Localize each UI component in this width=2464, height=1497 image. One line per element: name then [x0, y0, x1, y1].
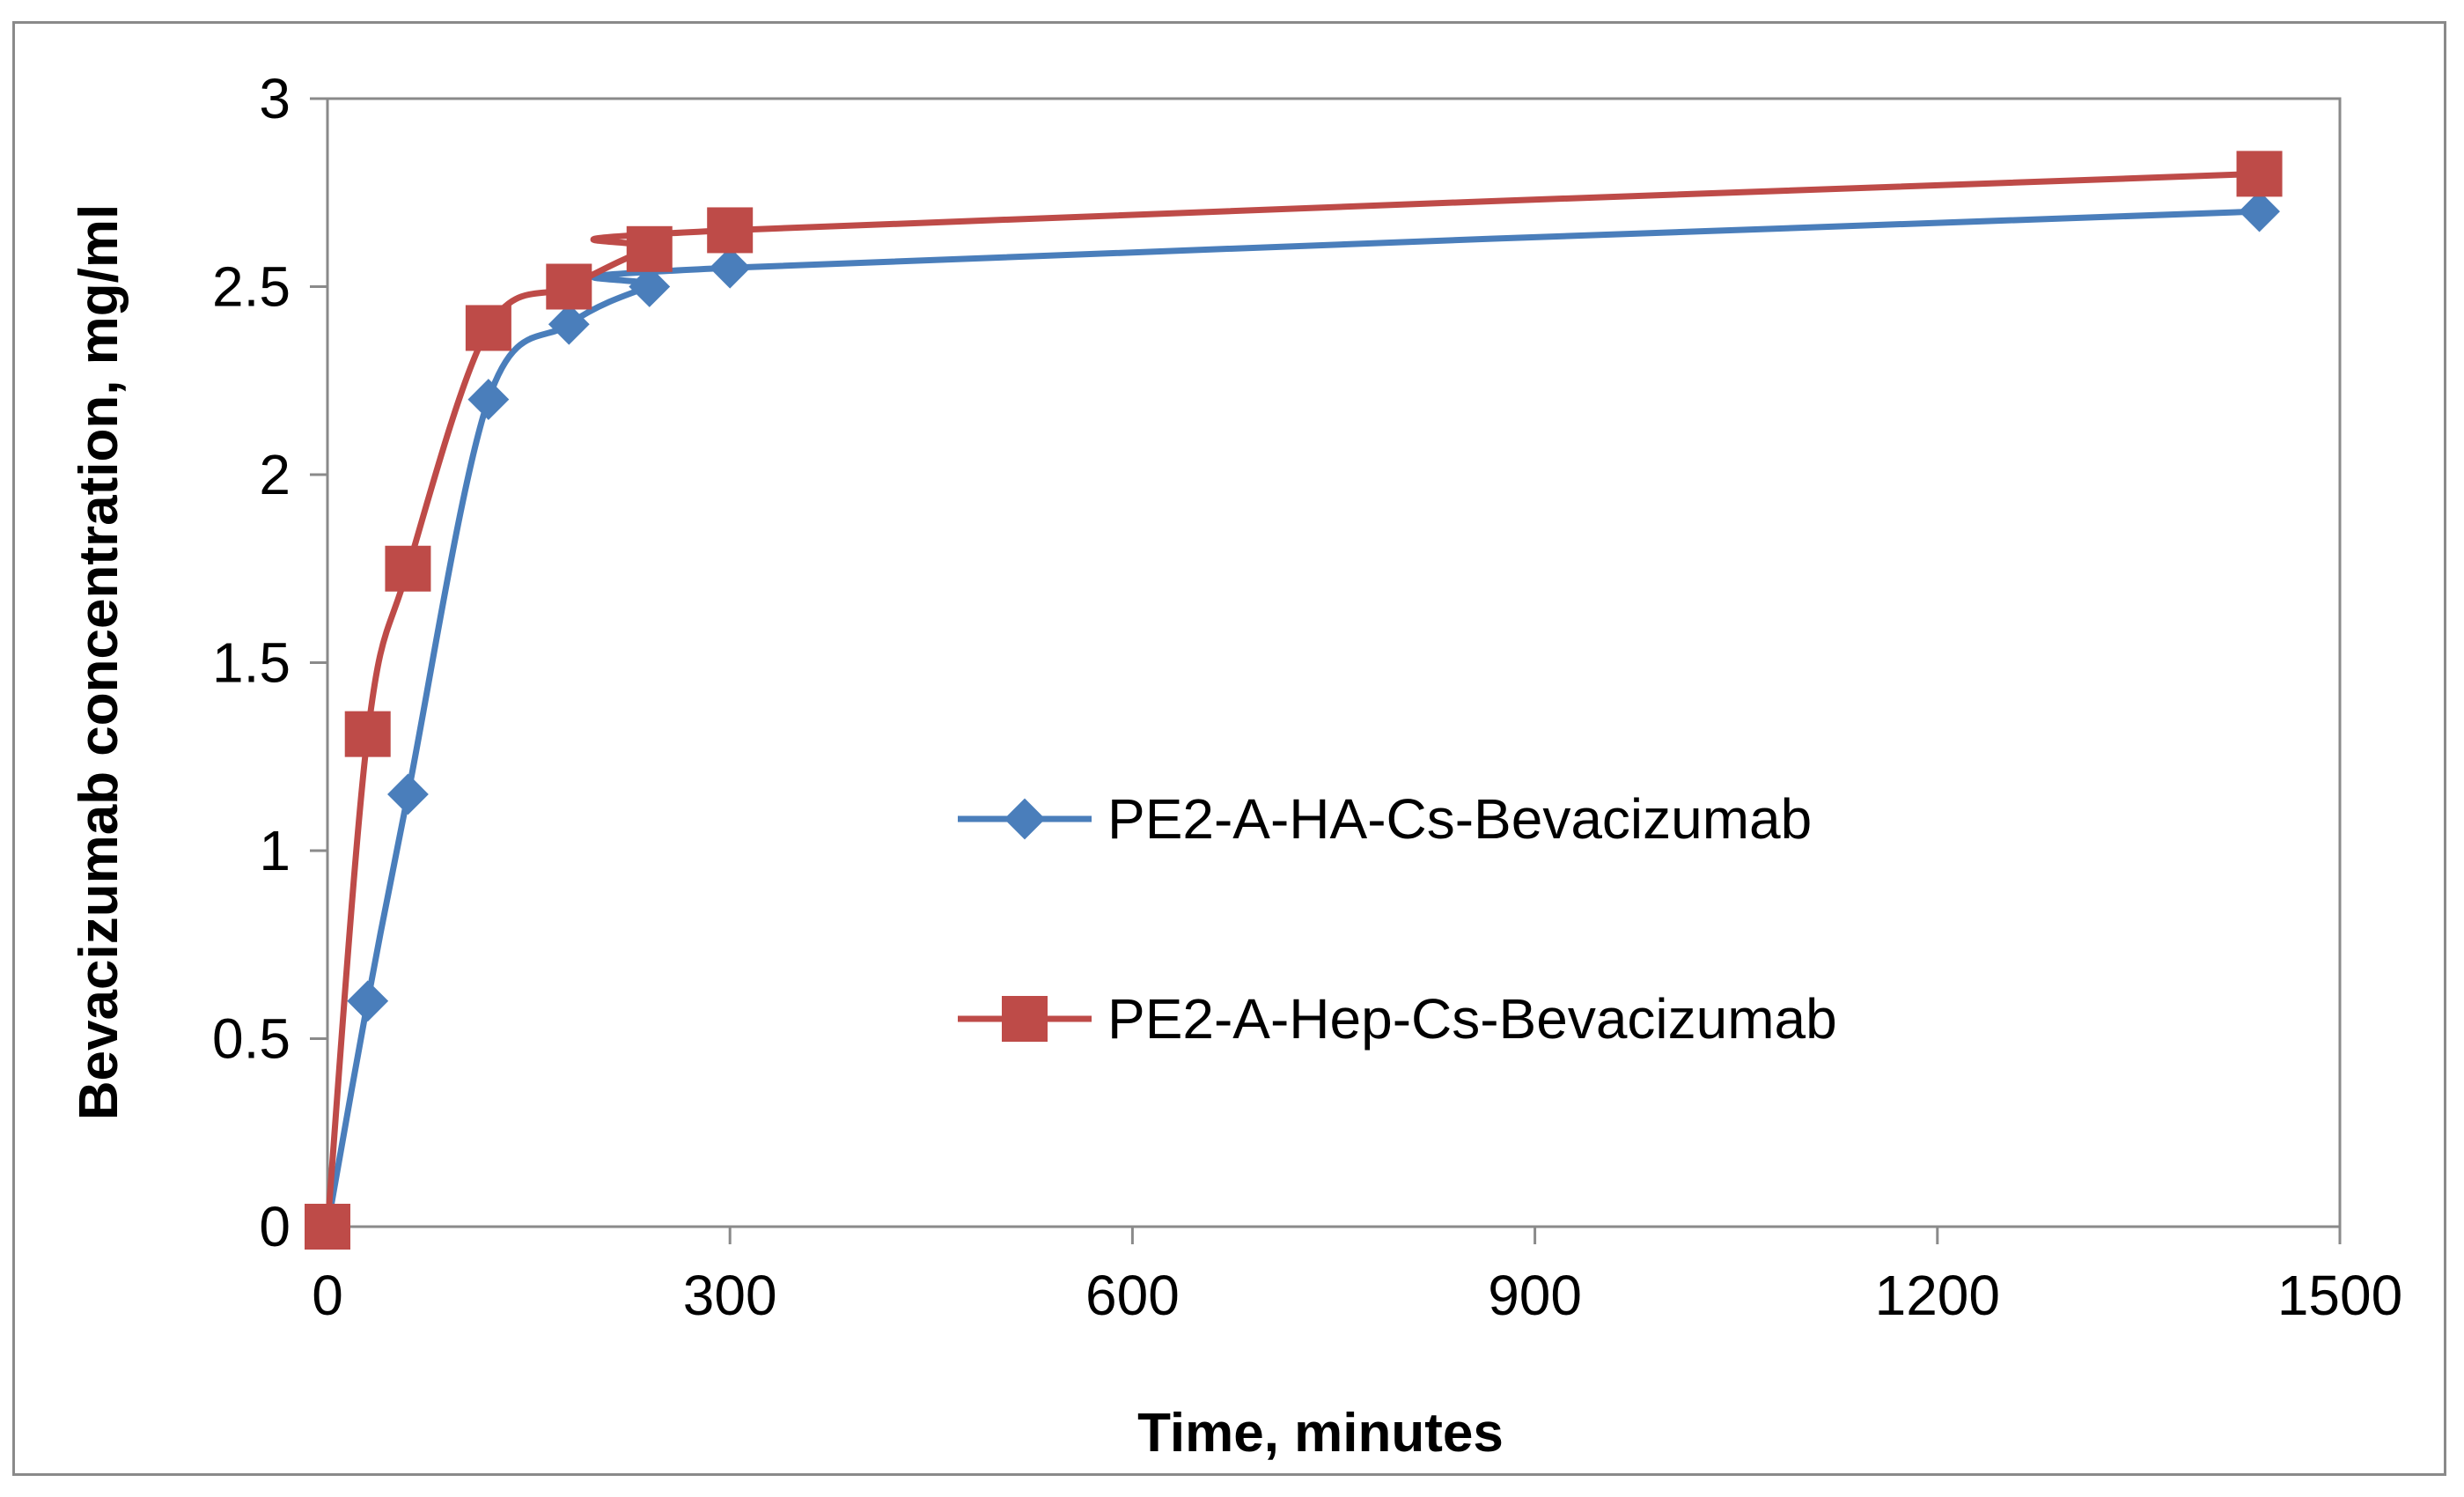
data-point [465, 305, 511, 351]
series-layer [305, 151, 2283, 1250]
legend-label: PE2-A-HA-Cs-Bevacizumab [1107, 787, 1812, 851]
axes-layer: 0 0.5 1 1.5 2 2.5 3 0 300 600 900 1200 1500 [212, 67, 2402, 1327]
legend-label: PE2-A-Hep-Cs-Bevacizumab [1107, 987, 1837, 1051]
legend-swatch-marker [1002, 996, 1048, 1042]
legend-swatch-marker [1004, 798, 1046, 840]
x-axis-title: Time, minutes [1137, 1403, 1504, 1464]
data-point [385, 545, 431, 592]
data-point [707, 207, 754, 254]
data-point [548, 303, 590, 345]
series-ha [306, 190, 2280, 1248]
data-point [2239, 190, 2280, 232]
y-tick-label: 1 [259, 819, 291, 882]
x-tick-label: 900 [1488, 1264, 1582, 1327]
x-tick-label: 0 [312, 1264, 343, 1327]
data-point [626, 225, 673, 272]
y-tick-label: 2 [259, 443, 291, 506]
y-tick-label: 0.5 [212, 1007, 291, 1071]
data-point [629, 266, 671, 307]
series-line [324, 208, 2260, 1228]
y-tick-label: 3 [259, 67, 291, 130]
data-point [387, 773, 429, 815]
x-tick-label: 1500 [2277, 1264, 2402, 1327]
data-point [344, 711, 391, 757]
data-point [305, 1204, 350, 1250]
y-tick-label: 2.5 [212, 255, 291, 319]
y-axis-title: Bevacizumab concentration, mg/ml [69, 204, 129, 1120]
y-tick-label: 0 [259, 1195, 291, 1258]
x-tick-label: 300 [683, 1264, 777, 1327]
series-hep [305, 151, 2283, 1250]
data-point [2236, 151, 2283, 197]
legend: PE2-A-HA-Cs-Bevacizumab PE2-A-Hep-Cs-Beva… [958, 787, 1837, 1051]
x-tick-label: 1200 [1875, 1264, 2000, 1327]
data-point [467, 379, 510, 421]
data-point [709, 247, 751, 289]
y-tick-label: 1.5 [212, 631, 291, 695]
data-point [347, 980, 389, 1022]
data-point [546, 263, 592, 310]
x-tick-label: 600 [1085, 1264, 1180, 1327]
